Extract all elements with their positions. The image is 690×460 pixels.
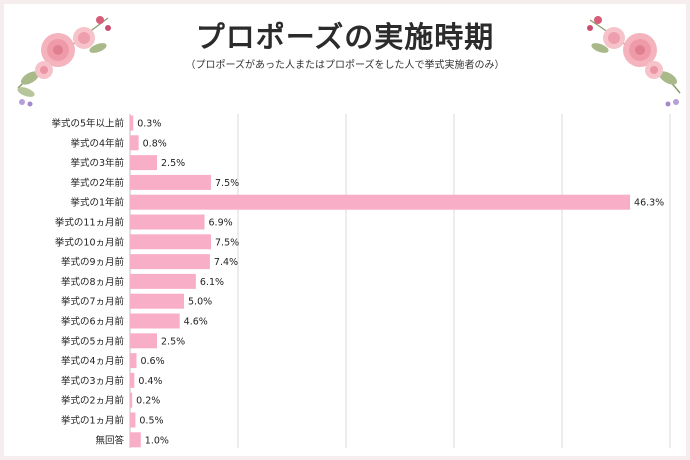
value-label: 1.0% [145,435,169,446]
value-label: 6.9% [209,218,233,229]
chart-subtitle: （プロポーズがあった人またはプロポーズをした人で挙式実施者のみ） [185,60,505,71]
bar [130,432,141,448]
bar [130,333,157,349]
value-label: 46.3% [634,198,664,209]
value-label: 0.3% [137,119,161,130]
bar [130,273,196,289]
value-label: 7.5% [215,178,239,189]
category-label: 挙式の9ヵ月前 [61,256,124,268]
value-label: 5.0% [188,297,212,308]
bar [130,353,137,369]
category-label: 挙式の5ヵ月前 [61,335,124,347]
bar [130,372,135,388]
category-label: 挙式の1ヵ月前 [61,415,124,427]
value-label: 4.6% [184,317,208,328]
category-label: 無回答 [95,434,124,446]
bar [130,254,210,270]
value-label: 2.5% [161,158,185,169]
value-label: 0.4% [138,376,162,387]
value-label: 7.4% [214,257,238,268]
category-label: 挙式の3ヵ月前 [61,375,124,387]
value-label: 0.2% [136,396,160,407]
value-label: 7.5% [215,237,239,248]
value-label: 0.8% [143,138,167,149]
category-label: 挙式の10ヵ月前 [55,236,124,248]
category-label: 挙式の2年前 [70,177,124,189]
bar [130,392,133,408]
chart-title: プロポーズの実施時期 [195,20,495,54]
rose-decoration-left-icon [17,16,111,107]
bar [130,194,631,210]
category-label: 挙式の11ヵ月前 [55,217,124,229]
bar [130,155,157,171]
rose-decoration-right-icon [587,16,681,107]
category-label: 挙式の1年前 [70,197,124,209]
value-label: 2.5% [161,336,185,347]
category-label: 挙式の2ヵ月前 [61,395,124,407]
category-label: 挙式の8ヵ月前 [61,276,124,288]
category-label: 挙式の3年前 [70,157,124,169]
category-label: 挙式の4ヵ月前 [61,355,124,367]
category-label: 挙式の7ヵ月前 [61,296,124,308]
bar [130,234,211,250]
bar [130,412,136,428]
value-label: 6.1% [200,277,224,288]
value-label: 0.5% [139,416,163,427]
category-label: 挙式の5年以上前 [51,118,124,130]
bar [130,214,205,230]
bar [130,115,134,131]
bar [130,174,211,190]
category-label: 挙式の4年前 [70,137,124,149]
category-label: 挙式の6ヵ月前 [61,316,124,328]
bar [130,293,184,309]
bar [130,135,139,151]
chart-panel [4,4,686,456]
value-label: 0.6% [140,356,164,367]
bar [130,313,180,329]
